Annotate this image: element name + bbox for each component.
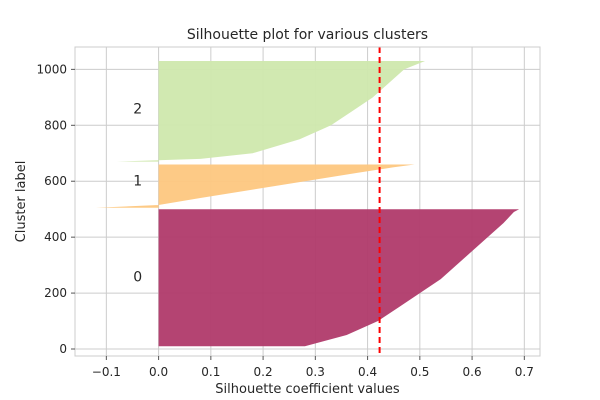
- x-tick-label: −0.1: [92, 365, 121, 379]
- series-group: 0 1 2: [95, 47, 520, 356]
- axes-group: −0.1 0.0 0.1 0.2 0.3 0.4 0.5 0.6 0.7 0 200 400 600 80…: [36, 46, 541, 379]
- y-tick-label: 400: [44, 230, 67, 244]
- silhouette-cluster-1: [95, 164, 415, 208]
- x-tick-label: 0.0: [149, 365, 168, 379]
- plot-frame: [74, 46, 541, 357]
- y-tick-label: 800: [44, 118, 67, 132]
- cluster-label-0: 0: [133, 269, 142, 285]
- x-tick-label: 0.6: [463, 365, 482, 379]
- silhouette-cluster-2: [116, 60, 426, 162]
- y-tick-label: 1000: [36, 62, 67, 76]
- y-tick-label: 200: [44, 286, 67, 300]
- chart-title: Silhouette plot for various clusters: [187, 27, 428, 43]
- cluster-label-2: 2: [133, 102, 142, 118]
- silhouette-cluster-0: [158, 209, 520, 347]
- y-tick-label: 600: [44, 174, 67, 188]
- x-axis-title: Silhouette coefficient values: [215, 382, 400, 397]
- x-tick-label: 0.5: [410, 365, 429, 379]
- y-axis-title: Cluster label: [14, 161, 29, 243]
- x-tick-label: 0.1: [201, 365, 220, 379]
- x-tick-label: 0.4: [358, 365, 377, 379]
- x-tick-label: 0.3: [306, 365, 325, 379]
- x-tick-label: 0.7: [515, 365, 534, 379]
- x-tick-label: 0.2: [254, 365, 273, 379]
- cluster-label-1: 1: [133, 173, 142, 189]
- y-tick-label: 0: [59, 342, 67, 356]
